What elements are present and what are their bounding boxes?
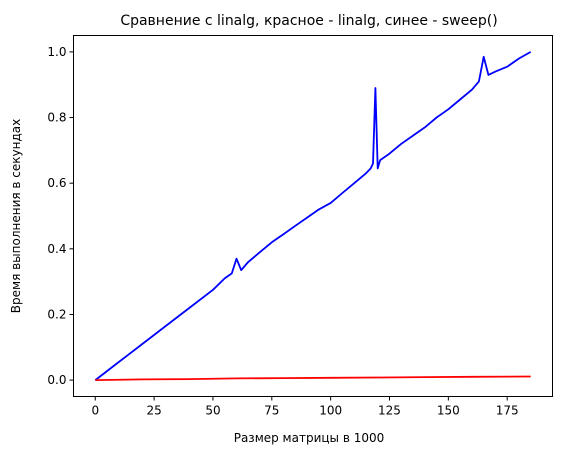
series-lines: [94, 51, 532, 381]
y-tick-label: 0.4: [47, 242, 66, 256]
plot-area: 0 25 50 75 100 125 150 175 0.0 0.2 0.4 0.6 0.8 1.0: [47, 35, 553, 418]
x-tick-label: 25: [146, 404, 161, 418]
y-axis-label: Время выполнения в секундах: [9, 119, 23, 313]
series-line-0: [94, 51, 532, 381]
x-tick-label: 175: [496, 404, 519, 418]
y-tick-label: 0.8: [47, 111, 66, 125]
x-tick-label: 150: [437, 404, 460, 418]
x-tick-label: 0: [91, 404, 99, 418]
x-axis-label: Размер матрицы в 1000: [234, 431, 385, 445]
plot-frame: [73, 35, 553, 397]
y-tick-label: 0.0: [47, 373, 66, 387]
y-tick-label: 0.6: [47, 176, 66, 190]
x-tick-label: 100: [319, 404, 342, 418]
x-tick-label: 75: [264, 404, 279, 418]
y-tick-label: 1.0: [47, 45, 66, 59]
chart-title: Сравнение с linalg, красное - linalg, си…: [120, 13, 497, 29]
y-tick-label: 0.2: [47, 307, 66, 321]
x-tick-label: 50: [205, 404, 220, 418]
y-axis-ticks: 0.0 0.2 0.4 0.6 0.8 1.0: [47, 45, 74, 387]
series-line-1: [95, 375, 531, 381]
x-axis-ticks: 0 25 50 75 100 125 150 175: [91, 396, 519, 418]
x-tick-label: 125: [378, 404, 401, 418]
